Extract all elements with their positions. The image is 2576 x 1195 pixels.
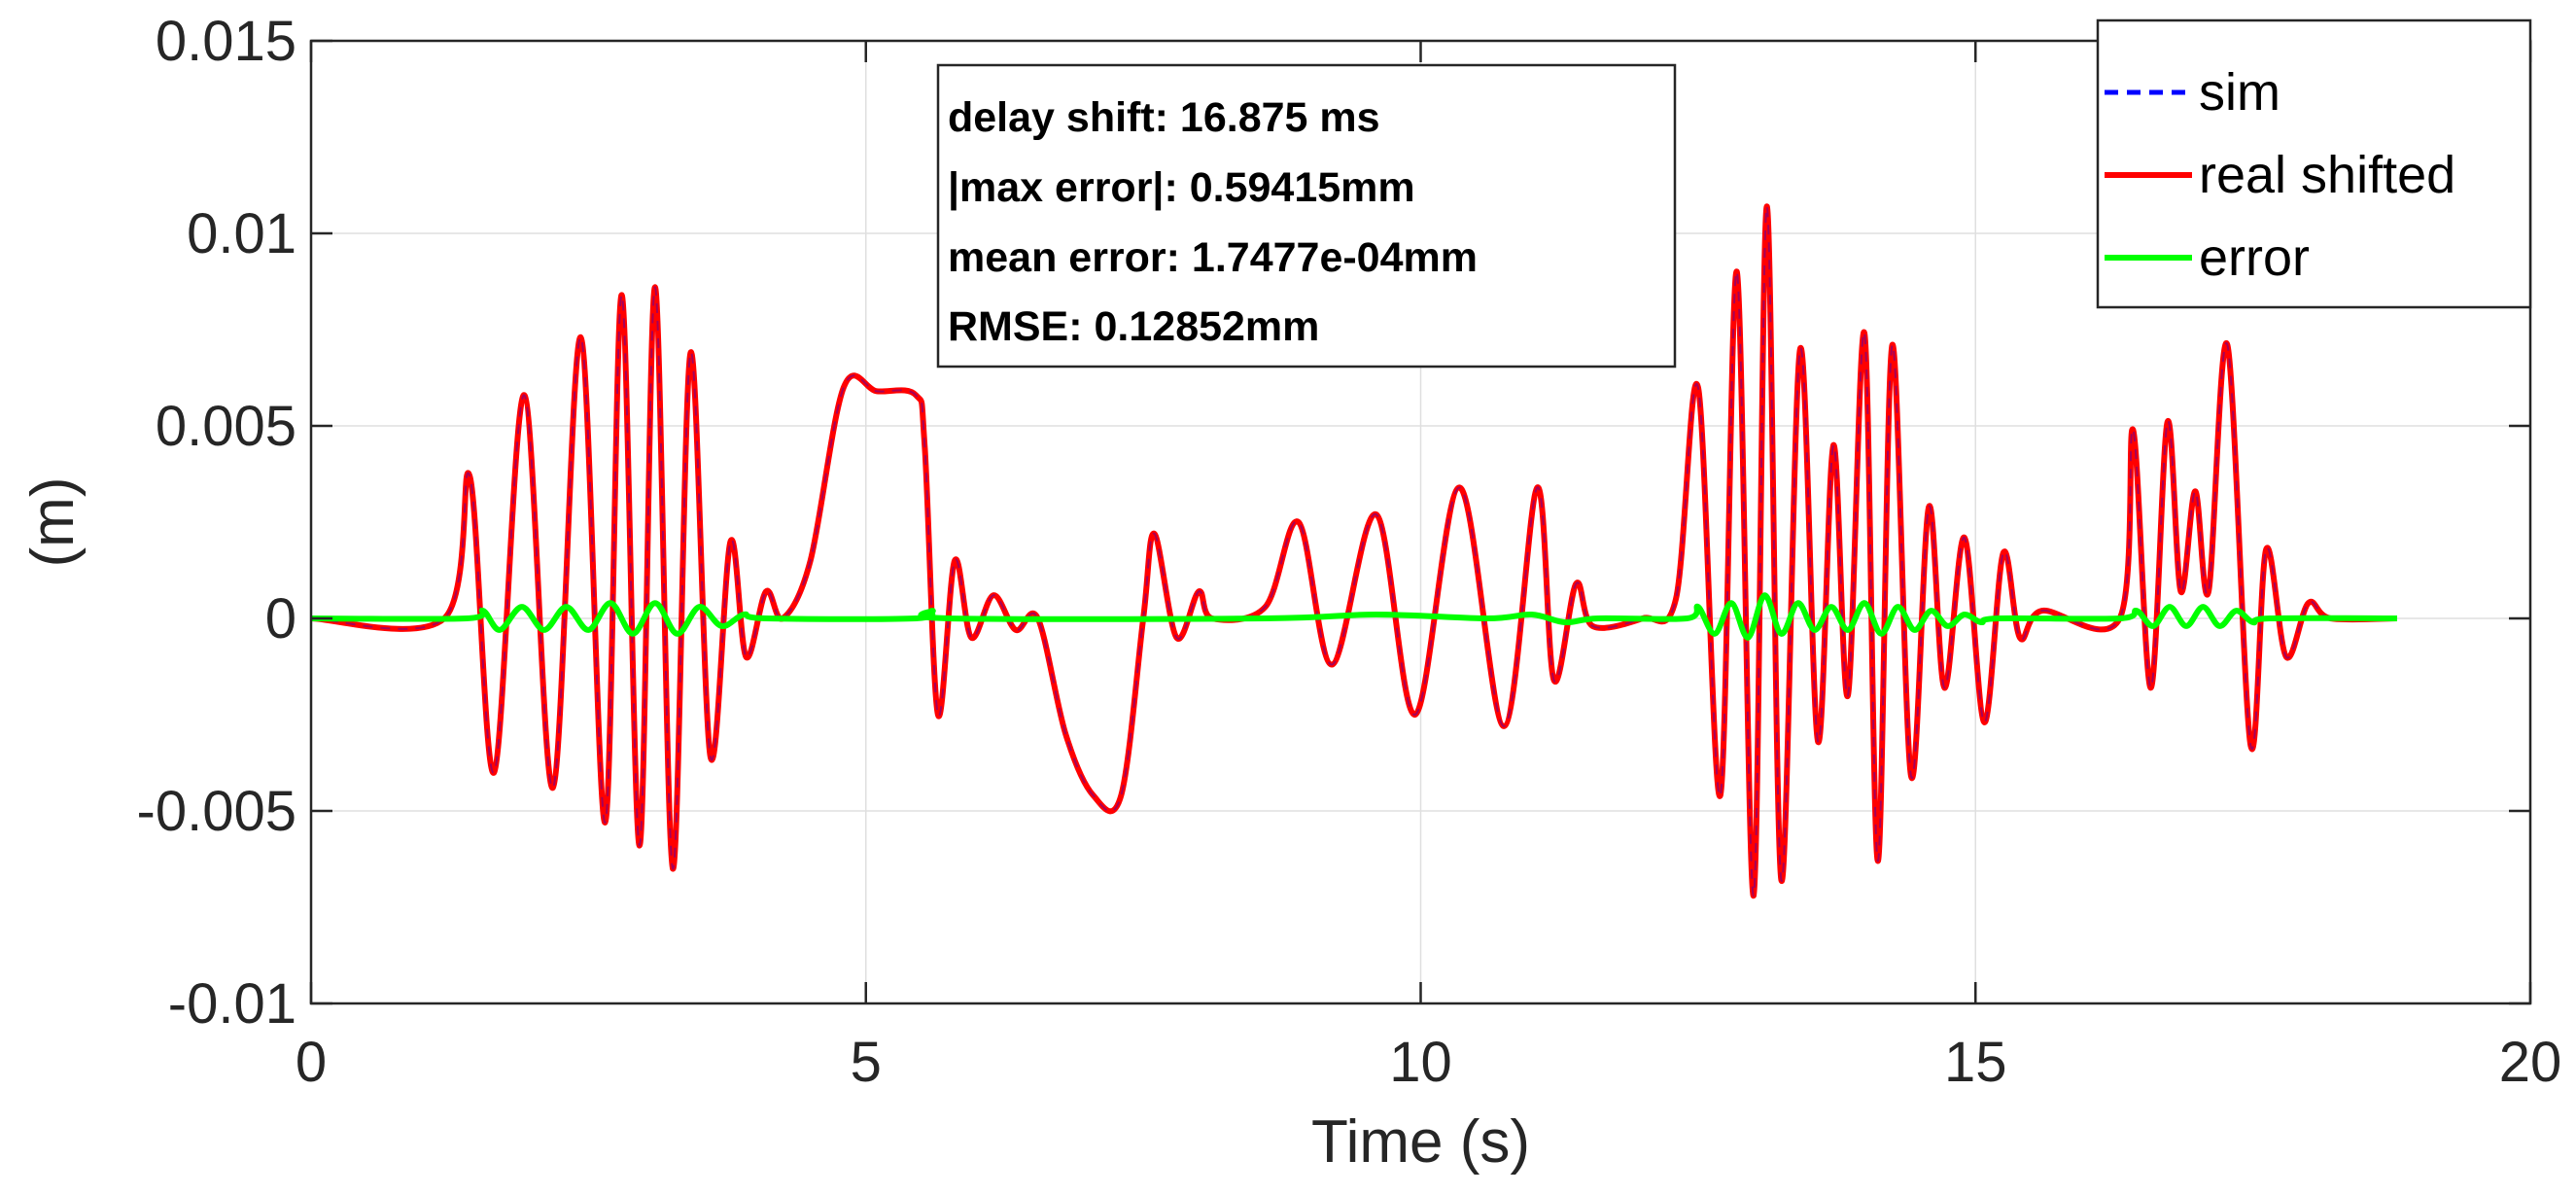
x-tick-label: 15 <box>1944 1031 2007 1094</box>
legend: sim real shifted error <box>2096 18 2532 309</box>
y-tick-label: 0.01 <box>187 202 296 265</box>
x-tick-label: 5 <box>851 1031 882 1094</box>
delay-shift-text: delay shift: 16.875 ms <box>948 94 1380 141</box>
axis-ticks: 0 5 10 15 20 -0.01 -0.005 0 0.005 0.01 0.015 <box>137 10 2562 1094</box>
y-tick-label: -0.01 <box>168 972 296 1036</box>
x-tick-label: 20 <box>2499 1031 2562 1094</box>
mean-error-text: mean error: 1.7477e-04mm <box>948 234 1478 281</box>
y-tick-label: 0.005 <box>156 395 296 458</box>
series-layer <box>310 203 2398 899</box>
max-error-text: |max error|: 0.59415mm <box>948 164 1415 211</box>
x-tick-label: 10 <box>1389 1031 1452 1094</box>
annotation-box: delay shift: 16.875 ms |max error|: 0.59… <box>936 63 1677 369</box>
series-line-error <box>310 592 2398 641</box>
series-line-real-shifted <box>310 203 2398 899</box>
legend-error-label: error <box>2199 228 2310 287</box>
series-line-sim <box>310 205 2398 897</box>
rmse-text: RMSE: 0.12852mm <box>948 303 1319 350</box>
y-tick-label: -0.005 <box>137 780 296 843</box>
y-tick-label: 0 <box>265 587 296 650</box>
legend-sim-label: sim <box>2199 63 2280 122</box>
y-axis-label: (m) <box>19 477 87 568</box>
y-tick-label: 0.015 <box>156 10 296 73</box>
legend-real-shifted-label: real shifted <box>2199 146 2455 204</box>
x-axis-label: Time (s) <box>1311 1108 1530 1176</box>
x-tick-label: 0 <box>296 1031 327 1094</box>
